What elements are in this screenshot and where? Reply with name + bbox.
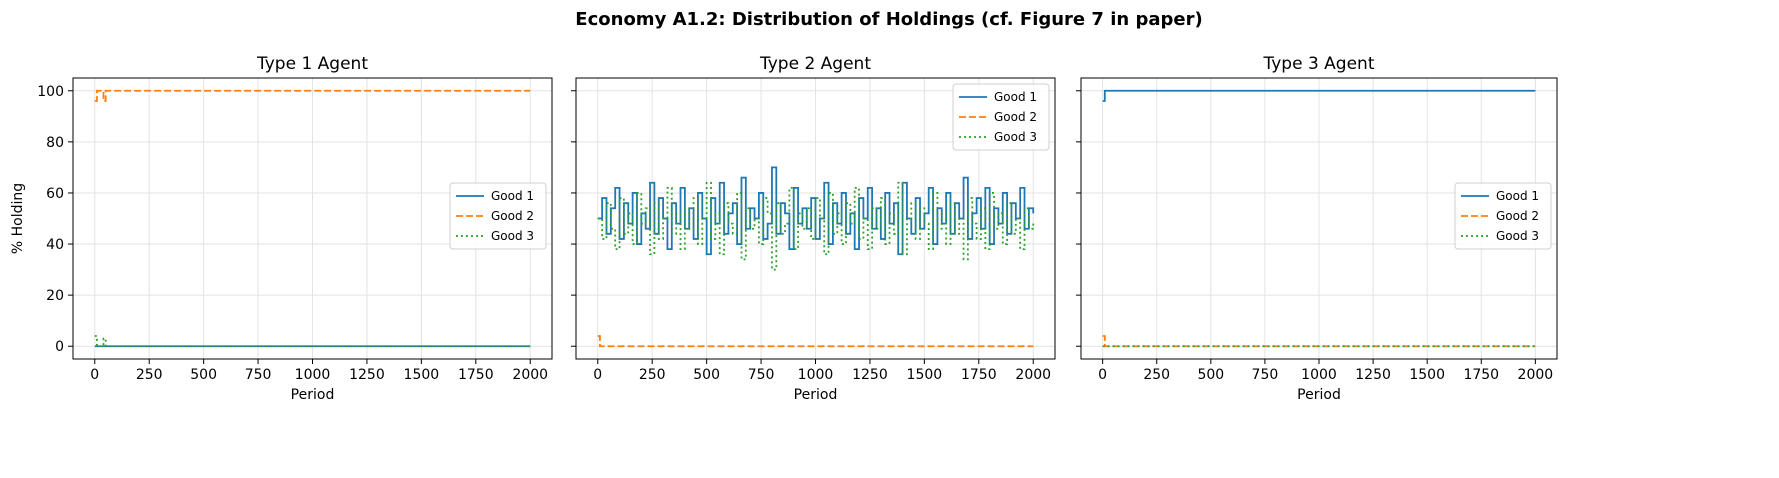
x-tick-label: 1250 (1355, 367, 1391, 383)
x-tick-label: 2000 (512, 367, 548, 383)
y-tick-label: 20 (46, 288, 64, 304)
y-tick-label: 0 (55, 339, 64, 355)
y-tick-label: 80 (46, 135, 64, 151)
x-tick-label: 1500 (404, 367, 440, 383)
x-tick-label: 0 (90, 367, 99, 383)
y-tick-label: 60 (46, 186, 64, 202)
x-tick-label: 1000 (1301, 367, 1337, 383)
x-tick-label: 2000 (1015, 367, 1051, 383)
x-axis-label: Period (794, 387, 838, 403)
legend-box (952, 83, 1050, 151)
x-tick-label: 750 (1252, 367, 1279, 383)
x-tick-label: 1500 (907, 367, 943, 383)
panel-2: 0 250 500 750 1000 1250 1500 1750 2000 Type 2 Age… (571, 54, 1056, 403)
x-tick-label: 1250 (852, 367, 888, 383)
x-tick-label: 2000 (1518, 367, 1554, 383)
x-tick-label: 1500 (1409, 367, 1445, 383)
legend: Good 1 Good 2 Good 3 (952, 83, 1050, 151)
x-tick-label: 250 (136, 367, 163, 383)
x-axis-label: Period (291, 387, 335, 403)
figure-title: Economy A1.2: Distribution of Holdings (… (575, 9, 1202, 30)
panel-title: Type 2 Agent (759, 54, 871, 74)
legend-label: Good 2 (491, 209, 534, 223)
legend-label: Good 1 (1496, 189, 1539, 203)
series-good-2 (597, 335, 1034, 348)
panel-title: Type 1 Agent (256, 54, 368, 74)
y-tick-label: 40 (46, 237, 64, 253)
x-tick-label: 500 (693, 367, 720, 383)
legend-box (449, 182, 547, 250)
x-tick-label: 500 (190, 367, 217, 383)
legend-label: Good 2 (994, 110, 1037, 124)
x-tick-label: 1000 (798, 367, 834, 383)
x-tick-label: 1750 (458, 367, 494, 383)
x-tick-label: 1750 (1463, 367, 1499, 383)
x-tick-label: 0 (1098, 367, 1107, 383)
legend: Good 1 Good 2 Good 3 (449, 182, 547, 250)
y-axis-label: % Holding (10, 183, 26, 254)
legend-label: Good 2 (1496, 209, 1539, 223)
series-good-3 (597, 181, 1035, 271)
x-tick-label: 750 (748, 367, 775, 383)
legend-box (1454, 182, 1552, 250)
x-tick-label: 1000 (295, 367, 331, 383)
x-tick-label: 1750 (961, 367, 997, 383)
x-tick-label: 1250 (349, 367, 385, 383)
legend-label: Good 3 (1496, 229, 1539, 243)
series-good-2 (94, 89, 531, 102)
legend-label: Good 3 (491, 229, 534, 243)
legend: Good 1 Good 2 Good 3 (1454, 182, 1552, 250)
x-tick-label: 250 (639, 367, 666, 383)
legend-label: Good 3 (994, 130, 1037, 144)
x-tick-label: 750 (245, 367, 272, 383)
y-tick-label: 100 (37, 84, 64, 100)
series-good-2 (1102, 335, 1536, 348)
x-tick-label: 0 (593, 367, 602, 383)
x-tick-label: 500 (1197, 367, 1224, 383)
x-tick-label: 250 (1143, 367, 1170, 383)
series-good-1 (1102, 89, 1536, 102)
legend-label: Good 1 (994, 90, 1037, 104)
panel-title: Type 3 Agent (1263, 54, 1375, 74)
panel-1: 0 250 500 750 1000 1250 1500 1750 2000 0 20 40 60 80 1… (10, 54, 553, 403)
legend-label: Good 1 (491, 189, 534, 203)
x-axis-label: Period (1297, 387, 1341, 403)
panel-3: 0 250 500 750 1000 1250 1500 1750 2000 Type 3 Age… (1076, 54, 1558, 403)
